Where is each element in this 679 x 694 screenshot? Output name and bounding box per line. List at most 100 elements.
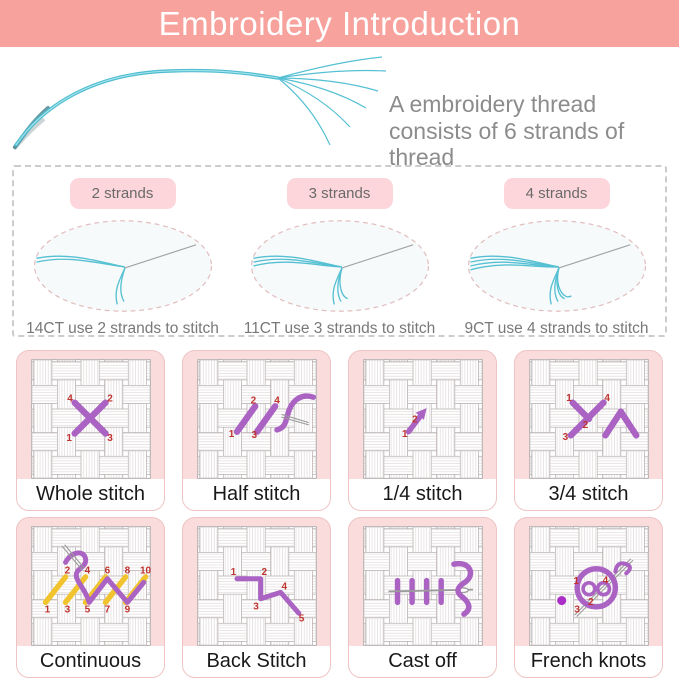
svg-text:1: 1 <box>230 567 236 578</box>
half-stitch-diagram <box>233 393 316 435</box>
french-knots-diagram <box>556 558 633 617</box>
card-label: Back Stitch <box>183 646 330 677</box>
svg-text:1: 1 <box>228 429 234 440</box>
three-quarter-stitch-diagram <box>567 399 639 439</box>
svg-text:3: 3 <box>574 604 580 615</box>
svg-text:5: 5 <box>298 613 304 624</box>
svg-text:3: 3 <box>64 604 70 615</box>
weave-illustration: 1 2 3 4 5 <box>196 526 317 646</box>
svg-text:4: 4 <box>602 575 608 586</box>
svg-text:9: 9 <box>124 604 130 615</box>
stitch-numbers: 1 2 3 4 <box>66 394 113 444</box>
needle-icon <box>280 413 309 426</box>
stitch-card-cast-off: Cast off <box>348 517 497 678</box>
stitch-numbers: 1 2 3 4 5 6 7 8 9 10 <box>44 565 150 615</box>
strand-badge: 4 strands <box>503 178 610 209</box>
svg-text:2: 2 <box>64 565 70 576</box>
svg-text:7: 7 <box>104 604 110 615</box>
strand-oval-illustration <box>467 220 646 312</box>
weave-illustration: 1 2 <box>362 359 483 479</box>
intro-text-line1: A embroidery thread <box>389 91 597 117</box>
strand-badge: 2 strands <box>69 178 176 209</box>
weave-illustration: 1 2 3 4 5 6 7 8 9 10 <box>30 526 151 646</box>
weave-illustration <box>362 526 483 646</box>
back-stitch-diagram <box>234 576 301 616</box>
svg-text:6: 6 <box>104 565 110 576</box>
knot-dot <box>556 596 566 606</box>
strand-column-2: 2 strands 14CT use 2 strands to stitch <box>20 178 226 338</box>
svg-text:4: 4 <box>84 565 90 576</box>
strand-caption: 11CT use 3 strands to stitch <box>243 320 436 337</box>
weave-illustration: 1 2 3 4 <box>196 359 317 479</box>
svg-text:1: 1 <box>573 576 579 587</box>
quarter-stitch-diagram <box>405 408 427 435</box>
svg-text:2: 2 <box>588 597 594 608</box>
needle-icon <box>60 544 85 570</box>
weave-illustration: 1 2 3 4 <box>528 359 649 479</box>
svg-text:1: 1 <box>66 433 72 444</box>
page-title: Embroidery Introduction <box>158 4 521 42</box>
stitch-numbers: 1 2 3 4 5 <box>230 567 304 624</box>
svg-text:1: 1 <box>402 429 408 440</box>
weave-illustration: 1 2 3 4 <box>528 526 649 646</box>
strand-oval-illustration <box>250 220 429 312</box>
strand-guide-panel: 2 strands 14CT use 2 strands to stitch 3… <box>12 165 667 337</box>
svg-text:8: 8 <box>124 565 130 576</box>
svg-text:2: 2 <box>582 420 588 431</box>
strand-badge: 3 strands <box>286 178 393 209</box>
strand-column-3: 3 strands 11CT use 3 strands to stitch <box>237 178 443 338</box>
card-label: French knots <box>515 646 662 677</box>
stitch-card-continuous: 1 2 3 4 5 6 7 8 9 10 Continuous <box>16 517 165 678</box>
strand-caption: 14CT use 2 strands to stitch <box>26 320 219 337</box>
stitch-card-half-stitch: 1 2 3 4 Half stitch <box>182 350 331 511</box>
intro-section: A embroidery thread consists of 6 strand… <box>0 47 679 170</box>
stitch-card-grid: 1 2 3 4 Whole stitch <box>0 350 679 678</box>
intro-text-line2: consists of 6 strands of thread <box>389 117 625 171</box>
svg-text:4: 4 <box>604 393 610 404</box>
card-label: Whole stitch <box>17 479 164 510</box>
strand-badge-label: 2 strands <box>91 185 154 202</box>
svg-text:2: 2 <box>250 396 256 407</box>
stitch-card-quarter-stitch: 1 2 1/4 stitch <box>348 350 497 511</box>
svg-text:3: 3 <box>251 430 257 441</box>
card-label: Half stitch <box>183 479 330 510</box>
cast-off-diagram <box>387 560 473 617</box>
card-label: Continuous <box>17 646 164 677</box>
card-label: 1/4 stitch <box>349 479 496 510</box>
whole-stitch-diagram <box>70 399 109 437</box>
svg-text:2: 2 <box>412 415 418 426</box>
stitch-card-french-knots: 1 2 3 4 French knots <box>514 517 663 678</box>
stitch-numbers: 1 2 3 4 <box>562 393 610 443</box>
stitch-card-whole-stitch: 1 2 3 4 Whole stitch <box>16 350 165 511</box>
header-banner: Embroidery Introduction <box>0 0 679 47</box>
weave-illustration: 1 2 3 4 <box>30 359 151 479</box>
svg-text:3: 3 <box>253 602 259 613</box>
svg-text:1: 1 <box>44 604 50 615</box>
strand-badge-label: 3 strands <box>308 185 371 202</box>
card-label: 3/4 stitch <box>515 479 662 510</box>
svg-text:3: 3 <box>562 432 568 443</box>
stitch-numbers: 1 2 3 4 <box>228 396 279 442</box>
strand-badge-label: 4 strands <box>525 185 588 202</box>
strand-oval-illustration <box>33 220 212 312</box>
svg-text:2: 2 <box>261 567 267 578</box>
strand-column-4: 4 strands 9CT use 4 strands to stitch <box>454 178 660 338</box>
svg-text:10: 10 <box>139 565 150 576</box>
svg-text:5: 5 <box>84 604 90 615</box>
continuous-stitch-diagram <box>42 544 148 606</box>
strand-caption: 9CT use 4 strands to stitch <box>464 320 649 337</box>
stitch-numbers: 1 2 <box>402 415 418 441</box>
svg-text:4: 4 <box>274 396 280 407</box>
svg-text:2: 2 <box>107 394 113 405</box>
stitch-card-three-quarter-stitch: 1 2 3 4 3/4 stitch <box>514 350 663 511</box>
svg-text:3: 3 <box>107 433 113 444</box>
svg-text:1: 1 <box>566 393 572 404</box>
stitch-card-back-stitch: 1 2 3 4 5 Back Stitch <box>182 517 331 678</box>
stitch-numbers: 1 2 3 4 <box>573 575 608 615</box>
card-label: Cast off <box>349 646 496 677</box>
six-strand-thread-illustration <box>12 56 387 151</box>
svg-text:4: 4 <box>67 394 73 405</box>
svg-text:4: 4 <box>281 582 287 593</box>
intro-text: A embroidery thread consists of 6 strand… <box>389 91 679 171</box>
